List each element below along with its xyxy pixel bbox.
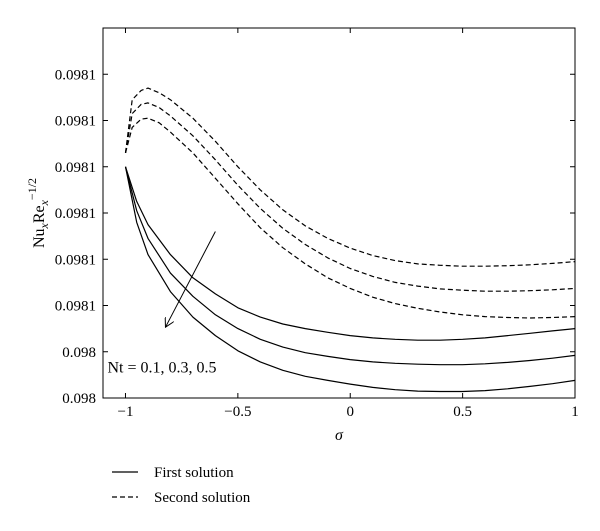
y-axis-ticks: 0.098 0.098 0.0981 0.0981 0.0981 0.0981 0.0981…: [55, 67, 575, 407]
series-line-4-dashed: [124, 87, 576, 267]
y-tick-label: 0.0981: [55, 114, 96, 130]
series-line-1-solid: [124, 166, 576, 341]
legend-label-second: Second solution: [154, 490, 251, 506]
series-group: [124, 87, 576, 393]
x-axis-label: σ: [335, 427, 344, 444]
series-line-2-solid: [124, 166, 576, 366]
y-tick-label: 0.098: [62, 391, 96, 407]
y-axis-label: NuxRex−1/2: [25, 178, 51, 248]
legend: First solution Second solution: [112, 465, 251, 506]
y-tick-label: 0.0981: [55, 206, 96, 222]
y-tick-label: 0.0981: [55, 252, 96, 268]
y-tick-label: 0.098: [62, 345, 96, 361]
x-tick-label: 1: [571, 404, 579, 420]
legend-label-first: First solution: [154, 465, 234, 481]
series-line-3-solid: [124, 166, 576, 393]
y-tick-label: 0.0981: [55, 160, 96, 176]
x-tick-label: 0.5: [453, 404, 472, 420]
annotation-text: Nt = 0.1, 0.3, 0.5: [107, 360, 216, 377]
plot-frame: [102, 27, 576, 399]
y-tick-label: 0.0981: [55, 67, 96, 83]
y-tick-label: 0.0981: [55, 299, 96, 315]
x-tick-label: −1: [117, 404, 133, 420]
annotation-arrow: [166, 231, 216, 327]
series-line-5-dashed: [124, 102, 576, 292]
x-tick-label: 0: [346, 404, 354, 420]
x-tick-label: −0.5: [224, 404, 251, 420]
series-line-6-dashed: [124, 117, 576, 319]
x-axis-ticks: −1 −0.5 0 0.5 1: [117, 28, 579, 420]
